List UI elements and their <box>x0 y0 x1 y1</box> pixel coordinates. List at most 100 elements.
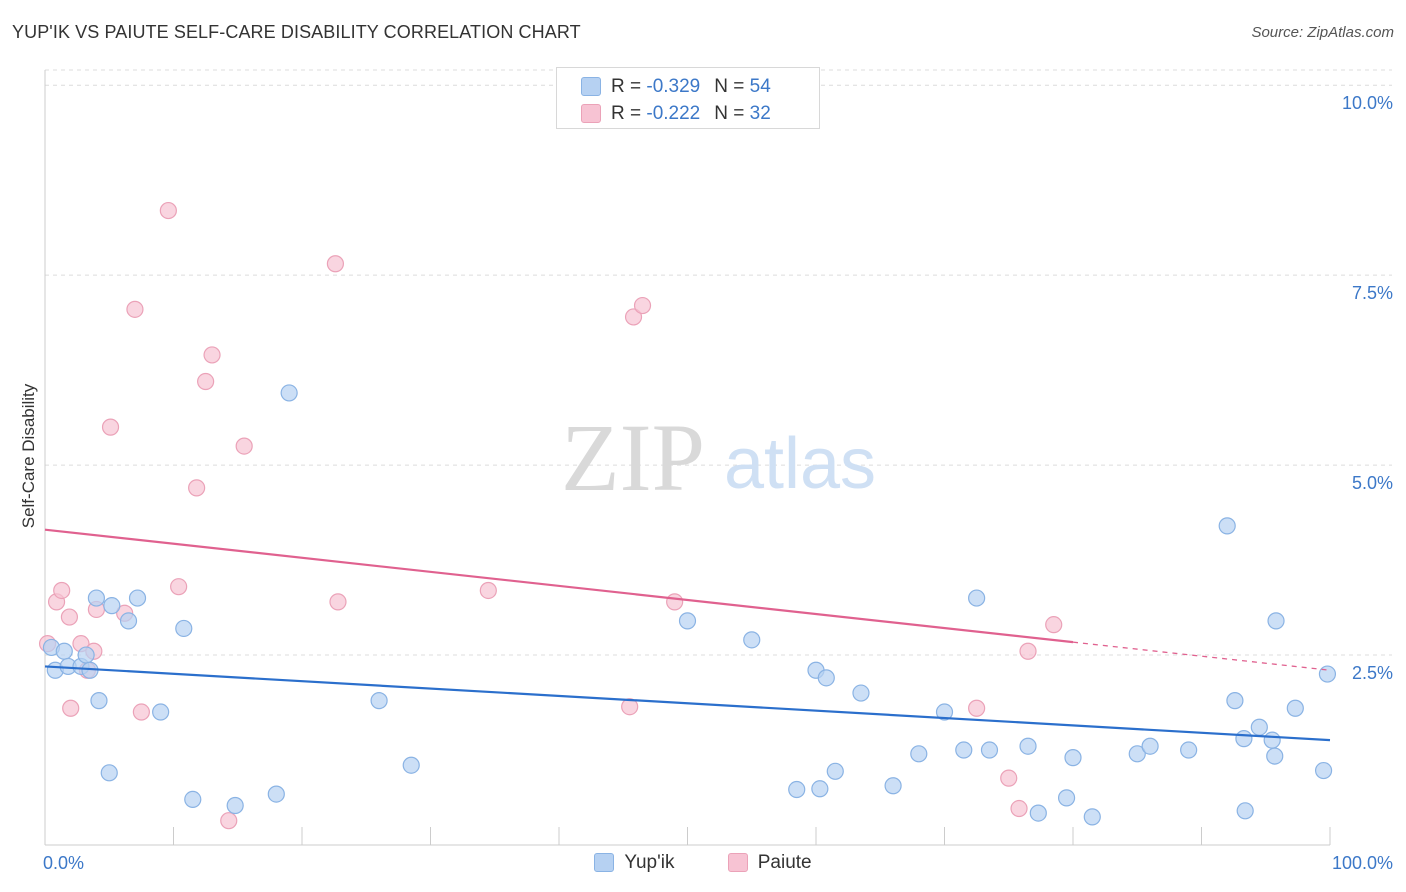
yupik-point <box>55 642 73 660</box>
paiute-point <box>1045 616 1063 634</box>
paiute-trend-line-extension <box>1072 641 1331 671</box>
yupik-point <box>884 777 902 795</box>
y-tick-label: 5.0% <box>1352 473 1393 493</box>
yupik-point <box>1180 741 1198 759</box>
yupik-point <box>1263 731 1281 749</box>
yupik-point <box>910 745 928 763</box>
yupik-point <box>103 597 121 615</box>
paiute-point <box>1010 799 1028 818</box>
yupik-point <box>1218 517 1236 535</box>
yupik-point <box>935 703 954 721</box>
yupik-point <box>119 612 138 630</box>
paiute-point <box>53 581 71 600</box>
paiute-points <box>38 201 1063 830</box>
paiute-point <box>624 308 643 326</box>
yupik-point <box>1141 737 1159 755</box>
yupik-point <box>175 619 193 638</box>
x-tick-label-max: 100.0% <box>1332 853 1393 873</box>
watermark: ZIP atlas <box>561 404 876 511</box>
yupik-point <box>1318 665 1337 683</box>
correlation-legend: R = -0.329 N = 54 R = -0.222 N = 32 <box>556 67 820 129</box>
yupik-point <box>852 684 870 702</box>
gridlines <box>45 69 1392 656</box>
yupik-point <box>1128 745 1146 763</box>
yupik-point <box>87 589 106 607</box>
paiute-point <box>60 608 79 626</box>
legend-n-value: 32 <box>749 103 771 124</box>
y-tick-label: 2.5% <box>1352 663 1393 683</box>
legend-label-paiute: Paiute <box>757 852 812 873</box>
yupik-point <box>1266 747 1284 765</box>
paiute-point <box>633 296 652 315</box>
legend-row-paiute: R = -0.222 N = 32 <box>581 103 771 127</box>
yupik-point <box>267 785 285 803</box>
yupik-point <box>955 741 973 759</box>
x-tick-label-min: 0.0% <box>43 853 84 873</box>
legend-r-label: R = <box>611 76 647 97</box>
yupik-point <box>811 780 829 798</box>
paiute-point <box>968 699 986 717</box>
source-label: Source: ZipAtlas.com <box>1251 24 1394 41</box>
yupik-point <box>743 631 761 649</box>
yupik-legend-swatch <box>594 853 615 873</box>
paiute-legend-swatch <box>727 853 748 873</box>
paiute-point <box>666 593 684 611</box>
yupik-point <box>1286 699 1304 717</box>
paiute-point <box>188 479 206 497</box>
yupik-point <box>128 589 147 607</box>
yupik-point <box>1235 730 1253 748</box>
yupik-point <box>826 762 844 780</box>
paiute-point <box>1000 769 1018 787</box>
yupik-point <box>1236 802 1254 820</box>
yupik-point <box>402 756 420 774</box>
series-legend: Yup'ik Paiute <box>0 852 1406 874</box>
yupik-point <box>678 612 697 630</box>
yupik-point <box>980 741 999 759</box>
y-axis-label: Self-Care Disability <box>19 383 38 528</box>
paiute-point <box>170 578 188 596</box>
yupik-point <box>968 589 986 607</box>
watermark-zip: ZIP <box>561 404 705 511</box>
yupik-point <box>1029 804 1047 822</box>
paiute-point <box>329 593 347 611</box>
paiute-point <box>235 437 253 455</box>
yupik-swatch <box>581 77 601 97</box>
chart-title: YUP'IK VS PAIUTE SELF-CARE DISABILITY CO… <box>12 22 581 42</box>
yupik-points <box>42 384 1337 826</box>
legend-n-value: 54 <box>749 76 771 97</box>
paiute-swatch <box>581 104 601 124</box>
yupik-point <box>1064 749 1082 767</box>
paiute-point <box>1019 642 1037 660</box>
paiute-point <box>62 699 80 717</box>
legend-label-yupik: Yup'ik <box>624 852 675 873</box>
paiute-point <box>159 201 177 220</box>
yupik-point <box>1250 718 1268 736</box>
watermark-atlas: atlas <box>724 424 876 504</box>
yupik-point <box>788 780 806 799</box>
paiute-point <box>197 372 215 391</box>
paiute-point <box>132 703 150 721</box>
yupik-point <box>370 692 388 710</box>
y-tick-label: 7.5% <box>1352 283 1393 303</box>
yupik-point <box>226 796 244 815</box>
trend-lines <box>44 528 1331 742</box>
yupik-point <box>184 790 202 809</box>
yupik-point <box>1057 789 1076 807</box>
legend-r-value: -0.222 <box>646 103 701 124</box>
paiute-point <box>101 418 120 436</box>
y-tick-label: 10.0% <box>1342 93 1393 113</box>
yupik-point <box>77 646 95 664</box>
legend-item-yupik[interactable]: Yup'ik <box>594 852 674 874</box>
yupik-point <box>1267 612 1285 630</box>
yupik-trend-line <box>44 665 1331 742</box>
axes <box>44 70 1331 846</box>
yupik-point <box>280 384 298 402</box>
legend-row-yupik: R = -0.329 N = 54 <box>581 76 771 100</box>
paiute-point <box>126 300 144 318</box>
yupik-point <box>90 692 108 710</box>
legend-r-value: -0.329 <box>646 76 701 97</box>
yupik-point <box>100 764 118 782</box>
legend-item-paiute[interactable]: Paiute <box>727 852 812 874</box>
paiute-point <box>326 255 345 273</box>
